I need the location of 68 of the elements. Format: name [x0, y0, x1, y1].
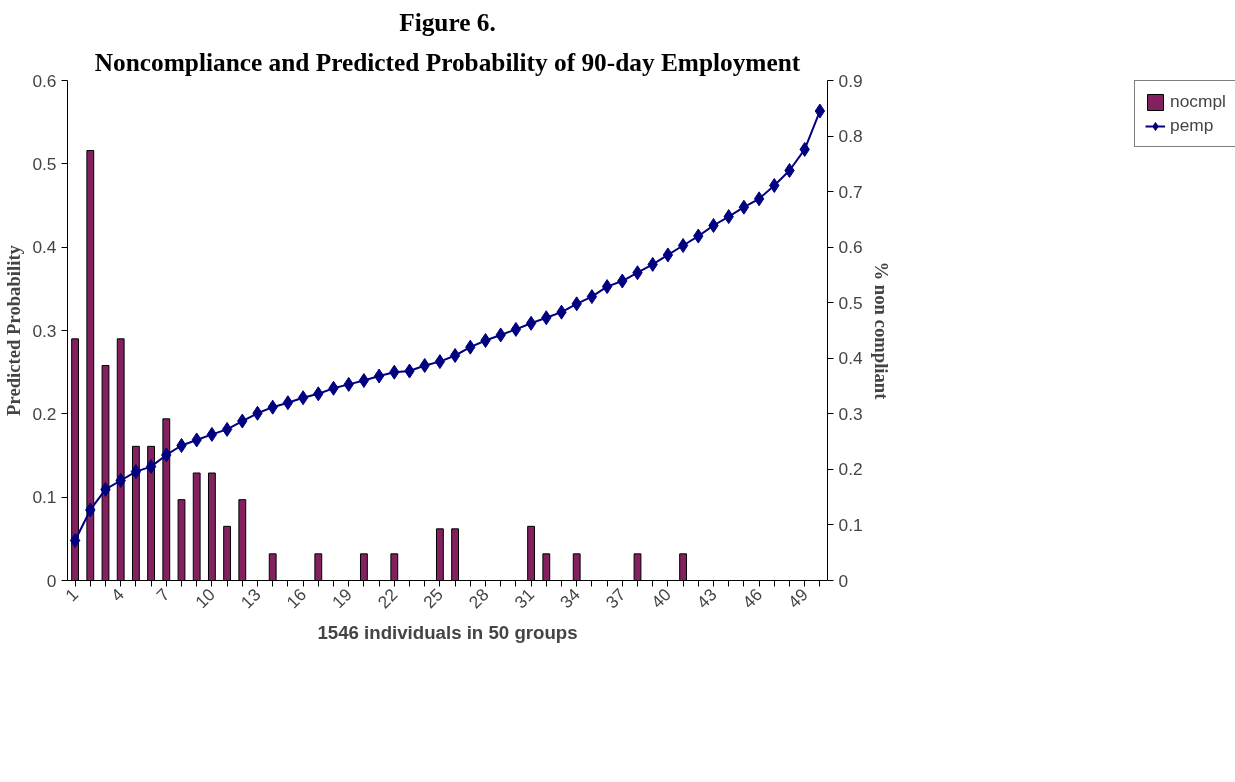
point [221, 421, 233, 437]
y-tick-label: 0.6 [32, 70, 57, 91]
x-tick-label: 16 [282, 584, 311, 613]
x-tick-label: 13 [236, 584, 265, 613]
y-tick-label: 0.5 [32, 153, 57, 174]
point [601, 279, 613, 295]
point [145, 459, 157, 475]
x-tick-label: 40 [647, 584, 675, 613]
y-tick-label: 0.4 [32, 237, 57, 258]
chart-title: Figure 6. [399, 7, 496, 36]
point [677, 238, 689, 253]
y2-tick-label: 0.1 [838, 514, 863, 535]
y2-tick-label: 0.3 [838, 403, 863, 424]
x-tick-label: 31 [510, 584, 539, 613]
point [434, 354, 446, 370]
y-tick-label: 0.3 [32, 320, 57, 341]
point [510, 321, 522, 337]
y-axis-title: Predicted Probability [3, 244, 25, 416]
legend-label: nocmpl [1170, 91, 1226, 112]
y2-tick-label: 0.4 [838, 348, 863, 369]
legend-label: pemp [1170, 115, 1214, 136]
x-tick-label: 43 [692, 584, 721, 613]
x-tick-label: 46 [738, 584, 767, 613]
y2-tick-label: 0.5 [838, 292, 863, 313]
point [769, 178, 780, 193]
y2-tick-label: 0.7 [838, 181, 863, 202]
point [69, 533, 81, 548]
point [282, 395, 294, 411]
x-axis-title: 1546 individuals in 50 groups [317, 621, 578, 643]
chart-subtitle: Noncompliance and Predicted Probability of 90-day Employment [94, 47, 801, 76]
x-tick-label: 34 [556, 584, 585, 613]
x-tick-label: 28 [464, 584, 493, 613]
y2-tick-label: 0.9 [838, 70, 863, 91]
y2-tick-label: 0.6 [838, 237, 863, 258]
y2-tick-label: 0 [838, 570, 849, 591]
y2-axis-title: % non compliant [870, 261, 892, 401]
x-tick-label: 19 [328, 584, 356, 613]
point [586, 289, 598, 305]
point [662, 247, 674, 263]
x-tick-label: 49 [784, 584, 812, 613]
x-tick-label: 10 [191, 584, 219, 613]
y-tick-label: 0 [46, 570, 57, 591]
point [176, 438, 187, 453]
point [297, 390, 309, 406]
x-tick-label: 25 [419, 584, 447, 613]
point [358, 373, 370, 388]
point [419, 358, 430, 373]
x-tick-label: 1 [61, 584, 83, 606]
x-tick-label: 4 [106, 584, 129, 606]
point [784, 163, 795, 178]
x-tick-label: 37 [601, 584, 630, 613]
point [130, 464, 142, 480]
y-tick-label: 0.1 [32, 487, 57, 508]
point [708, 218, 719, 233]
point [206, 426, 218, 442]
point [115, 473, 126, 488]
y2-tick-label: 0.2 [838, 459, 863, 480]
point [753, 191, 765, 207]
point [373, 368, 385, 384]
point [738, 199, 750, 215]
point [814, 103, 826, 119]
y2-tick-label: 0.8 [838, 126, 863, 147]
x-tick-label: 22 [373, 584, 402, 613]
point [525, 315, 537, 331]
x-tick-label: 7 [152, 584, 174, 606]
point [480, 333, 491, 348]
y-tick-label: 0.2 [32, 403, 57, 424]
point [449, 348, 461, 363]
